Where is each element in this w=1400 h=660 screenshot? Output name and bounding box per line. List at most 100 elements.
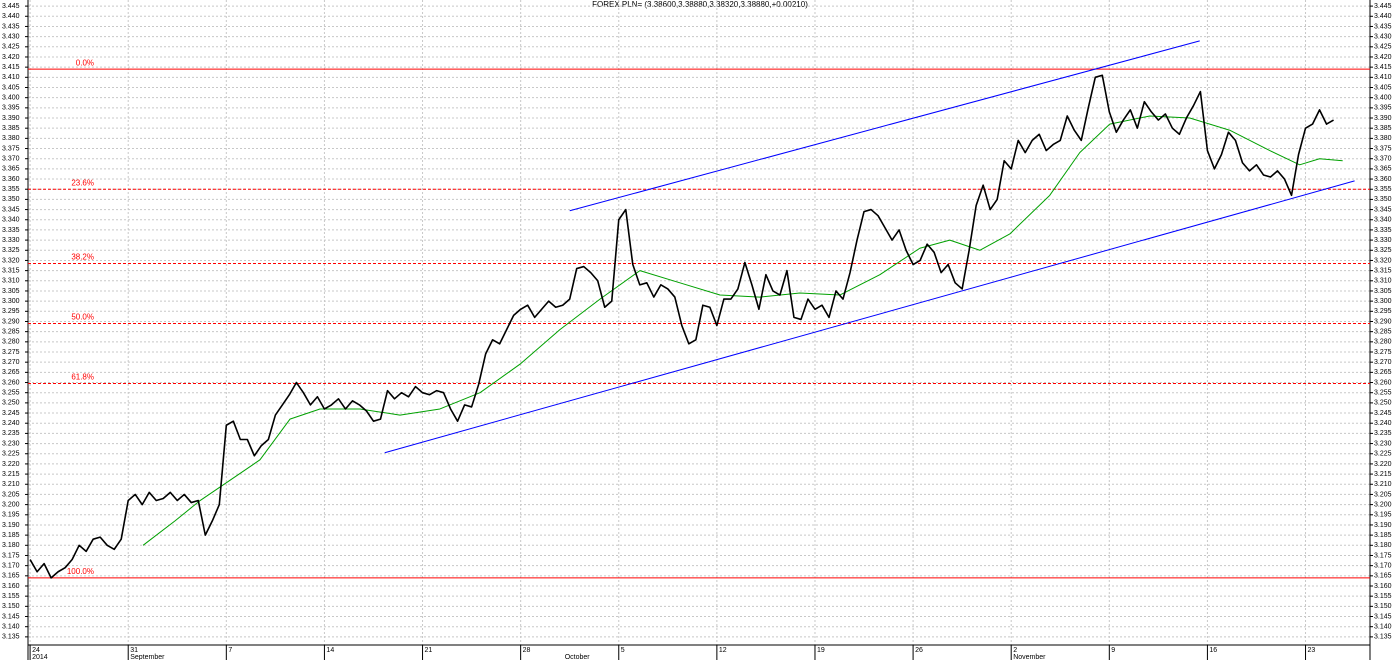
- y-tick-label: 3.205: [1374, 491, 1392, 498]
- y-tick-label: 3.310: [1374, 278, 1392, 285]
- y-tick-label: 3.215: [2, 471, 20, 478]
- fib-label: 61.8%: [71, 373, 94, 382]
- y-tick-label: 3.135: [1374, 634, 1392, 641]
- y-tick-label: 3.240: [2, 420, 20, 427]
- y-tick-label: 3.295: [1374, 308, 1392, 315]
- y-tick-label: 3.280: [2, 339, 20, 346]
- y-tick-label: 3.180: [1374, 542, 1392, 549]
- y-tick-label: 3.160: [2, 583, 20, 590]
- y-tick-label: 3.405: [2, 84, 20, 91]
- y-tick-label: 3.140: [1374, 624, 1392, 631]
- y-tick-label: 3.235: [2, 430, 20, 437]
- y-tick-label: 3.315: [1374, 267, 1392, 274]
- y-tick-label: 3.160: [1374, 583, 1392, 590]
- y-tick-label: 3.175: [2, 552, 20, 559]
- fib-label: 0.0%: [76, 58, 94, 67]
- y-tick-label: 3.410: [2, 74, 20, 81]
- x-tick-label: 19: [817, 647, 825, 654]
- y-tick-label: 3.225: [2, 451, 20, 458]
- y-tick-label: 3.285: [1374, 328, 1392, 335]
- y-tick-label: 3.400: [2, 95, 20, 102]
- y-tick-label: 3.400: [1374, 95, 1392, 102]
- y-tick-label: 3.195: [1374, 512, 1392, 519]
- y-tick-label: 3.435: [2, 23, 20, 30]
- fib-label: 23.6%: [71, 178, 94, 187]
- y-tick-label: 3.415: [2, 64, 20, 71]
- y-tick-label: 3.175: [1374, 552, 1392, 559]
- fib-label: 100.0%: [67, 567, 94, 576]
- y-tick-label: 3.435: [1374, 23, 1392, 30]
- y-tick-label: 3.270: [2, 359, 20, 366]
- y-tick-label: 3.265: [2, 369, 20, 376]
- y-tick-label: 3.220: [2, 461, 20, 468]
- y-tick-label: 3.155: [1374, 593, 1392, 600]
- y-tick-label: 3.330: [2, 237, 20, 244]
- x-tick-label: 16: [1209, 647, 1217, 654]
- y-tick-label: 3.210: [2, 481, 20, 488]
- y-tick-label: 3.230: [2, 440, 20, 447]
- y-tick-label: 3.140: [2, 624, 20, 631]
- x-tick-label: 14: [326, 647, 334, 654]
- y-tick-label: 3.445: [1374, 3, 1392, 10]
- y-tick-label: 3.440: [1374, 13, 1392, 20]
- y-tick-label: 3.330: [1374, 237, 1392, 244]
- y-tick-label: 3.370: [1374, 156, 1392, 163]
- y-tick-label: 3.255: [2, 390, 20, 397]
- y-tick-label: 3.285: [2, 328, 20, 335]
- y-tick-label: 3.335: [1374, 227, 1392, 234]
- y-tick-label: 3.150: [1374, 603, 1392, 610]
- y-tick-label: 3.360: [2, 176, 20, 183]
- y-tick-label: 3.350: [1374, 196, 1392, 203]
- y-tick-label: 3.250: [2, 400, 20, 407]
- y-tick-label: 3.415: [1374, 64, 1392, 71]
- y-tick-label: 3.410: [1374, 74, 1392, 81]
- y-tick-label: 3.430: [2, 33, 20, 40]
- y-tick-label: 3.380: [2, 135, 20, 142]
- y-tick-label: 3.210: [1374, 481, 1392, 488]
- x-tick-label: 5: [621, 647, 625, 654]
- y-tick-label: 3.350: [2, 196, 20, 203]
- y-tick-label: 3.425: [2, 44, 20, 51]
- y-tick-label: 3.320: [2, 257, 20, 264]
- y-tick-label: 3.375: [2, 145, 20, 152]
- y-tick-label: 3.290: [1374, 318, 1392, 325]
- x-tick-label: 9: [1111, 647, 1115, 654]
- month-label: November: [1013, 654, 1046, 660]
- y-tick-label: 3.150: [2, 603, 20, 610]
- y-tick-label: 3.270: [1374, 359, 1392, 366]
- y-tick-label: 3.305: [1374, 288, 1392, 295]
- y-tick-label: 3.355: [1374, 186, 1392, 193]
- y-tick-label: 3.165: [1374, 573, 1392, 580]
- y-tick-label: 3.185: [1374, 532, 1392, 539]
- y-tick-label: 3.385: [2, 125, 20, 132]
- y-tick-label: 3.165: [2, 573, 20, 580]
- y-tick-label: 3.265: [1374, 369, 1392, 376]
- y-tick-label: 3.305: [2, 288, 20, 295]
- y-tick-label: 3.390: [2, 115, 20, 122]
- x-tick-label: 2: [1013, 647, 1017, 654]
- x-tick-label: 21: [425, 647, 433, 654]
- y-tick-label: 3.445: [2, 3, 20, 10]
- y-tick-label: 3.395: [1374, 105, 1392, 112]
- y-tick-label: 3.255: [1374, 390, 1392, 397]
- fib-label: 50.0%: [71, 313, 94, 322]
- x-tick-label: 23: [1308, 647, 1316, 654]
- y-tick-label: 3.315: [2, 267, 20, 274]
- y-tick-label: 3.280: [1374, 339, 1392, 346]
- chart-title: FOREX PLN= (3.38600,3.38880,3.38320,3.38…: [592, 0, 808, 9]
- y-tick-label: 3.185: [2, 532, 20, 539]
- y-tick-label: 3.170: [1374, 562, 1392, 569]
- y-tick-label: 3.135: [2, 634, 20, 641]
- x-tick-label: 24: [32, 647, 40, 654]
- y-tick-label: 3.335: [2, 227, 20, 234]
- y-tick-label: 3.420: [1374, 54, 1392, 61]
- y-tick-label: 3.170: [2, 562, 20, 569]
- y-tick-label: 3.300: [2, 298, 20, 305]
- y-tick-label: 3.245: [1374, 410, 1392, 417]
- y-tick-label: 3.180: [2, 542, 20, 549]
- x-tick-label: 31: [130, 647, 138, 654]
- y-tick-label: 3.205: [2, 491, 20, 498]
- y-tick-label: 3.195: [2, 512, 20, 519]
- y-tick-label: 3.365: [2, 166, 20, 173]
